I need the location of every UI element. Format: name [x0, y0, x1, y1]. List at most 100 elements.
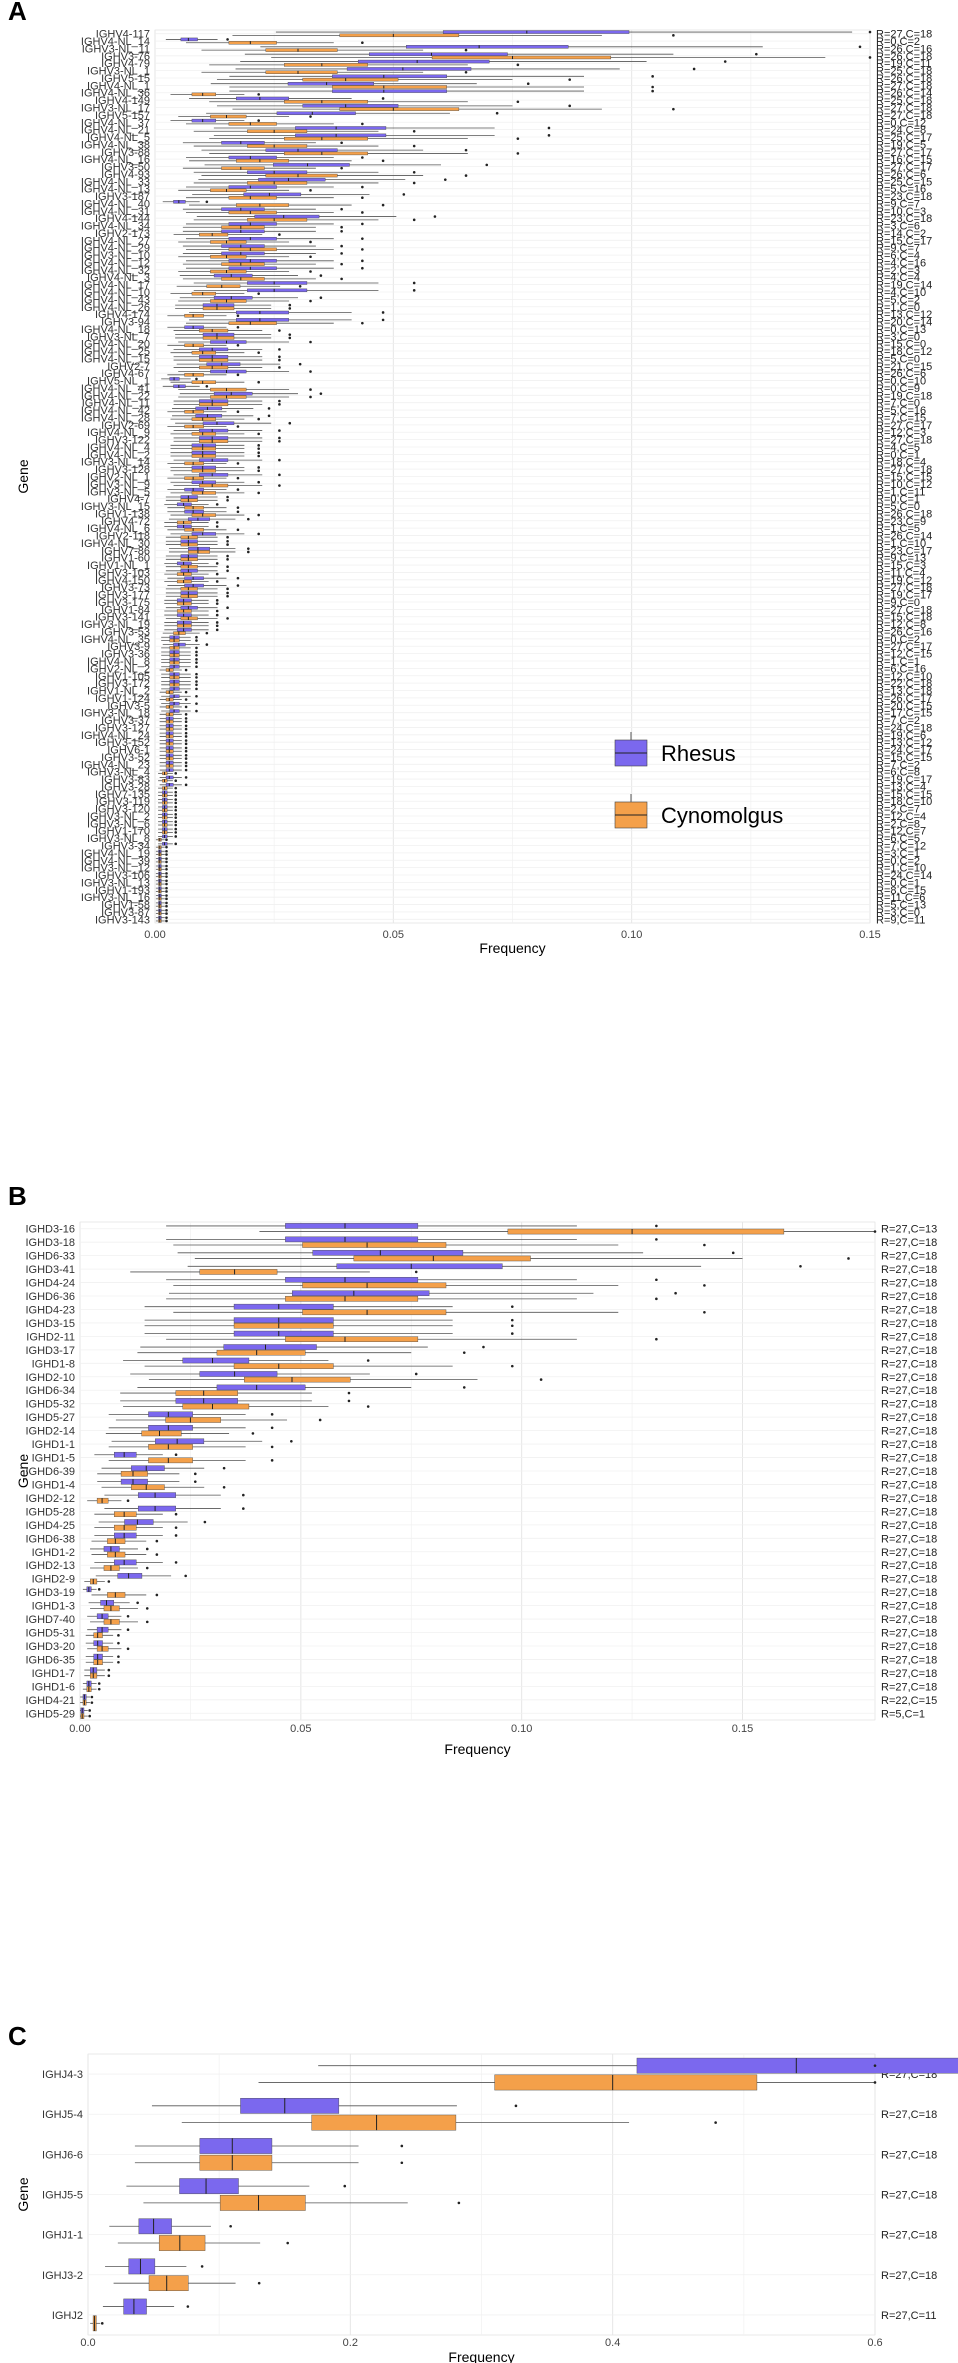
gene-row: IGHD5-28 R=27,C=18: [25, 1505, 937, 1518]
rhesus-outlier: [257, 444, 260, 447]
gene-row: IGHV7-135 R=15,C=15: [95, 789, 932, 801]
cyno-outlier: [247, 550, 250, 554]
cyno-box: [199, 358, 229, 362]
cyno-outlier: [412, 129, 416, 133]
gene-row: IGHD7-40 R=27,C=18: [25, 1613, 937, 1626]
sample-count: R=19,C=12: [876, 575, 932, 587]
sample-count: R=3,C=0: [876, 331, 920, 343]
gene-row: IGHV1-84 R=27,C=18: [101, 604, 932, 616]
cyno-outlier: [464, 174, 468, 177]
sample-count: R=26,C=16: [876, 43, 932, 55]
cyno-outlier: [145, 1607, 149, 1610]
gene-label: IGHD3-18: [25, 1237, 75, 1249]
cyno-box: [247, 129, 308, 133]
cyno-outlier: [184, 720, 188, 723]
cyno-box: [228, 247, 277, 252]
gene-label: IGHD6-38: [25, 1533, 75, 1545]
rhesus-box: [195, 414, 223, 418]
cyno-outlier: [88, 1714, 91, 1718]
cyno-box: [114, 1511, 137, 1517]
gene-label: IGHV4-NL_24: [81, 730, 150, 742]
gene-row: IGHD3-41 R=27,C=18: [25, 1263, 937, 1276]
sample-count: R=25,C=17: [876, 132, 932, 144]
gene-label: IGHV3-9: [107, 641, 150, 653]
sample-count: R=19,C=17: [876, 774, 932, 786]
rhesus-outlier: [215, 562, 219, 565]
cyno-box: [191, 380, 216, 384]
gene-row: IGHD3-19 R=27,C=18: [25, 1586, 937, 1599]
rhesus-box: [155, 1438, 205, 1445]
rhesus-outlier: [174, 805, 178, 809]
rhesus-outlier: [381, 97, 385, 100]
rhesus-box: [180, 539, 198, 543]
gene-label: IGHV4-NL_39: [81, 855, 150, 867]
sample-count: R=26,C=18: [876, 508, 932, 520]
cyno-box: [180, 535, 198, 539]
sample-count: R=27,C=18: [876, 110, 932, 122]
cyno-outlier: [714, 2121, 717, 2124]
cyno-box: [191, 446, 216, 451]
rhesus-outlier: [343, 2184, 347, 2188]
rhesus-box: [357, 59, 490, 64]
cyno-box: [199, 328, 229, 333]
rhesus-outlier: [433, 215, 437, 218]
rhesus-box: [138, 2218, 172, 2235]
gene-label: IGHV3-122: [95, 435, 150, 447]
cyno-box: [180, 542, 198, 547]
cyno-outlier: [703, 1243, 706, 1247]
cyno-outlier: [205, 631, 209, 635]
rhesus-box: [131, 1465, 165, 1471]
cyno-box: [284, 136, 368, 141]
gene-label: IGHV7-86: [101, 545, 150, 557]
rhesus-outlier: [165, 879, 168, 883]
rhesus-box: [184, 510, 204, 514]
sample-count: R=27,C=18: [881, 1412, 937, 1424]
cyno-outlier: [257, 417, 260, 421]
rhesus-outlier: [236, 510, 240, 514]
cyno-box: [228, 41, 277, 45]
rhesus-outlier: [340, 230, 343, 233]
rhesus-outlier: [195, 687, 198, 691]
gene-row: IGHV2-69 R=27,C=17: [101, 420, 932, 432]
rhesus-box: [258, 177, 326, 182]
rhesus-outlier: [412, 281, 416, 285]
rhesus-box: [148, 1411, 193, 1418]
cyno-box: [173, 631, 186, 635]
gene-label: IGHV3-175: [95, 597, 150, 609]
cyno-outlier: [90, 1701, 94, 1704]
sample-count: R=0,C=2: [876, 634, 920, 646]
gene-label: IGHV4-NL_40: [81, 198, 150, 210]
gene-label: IGHD2-10: [25, 1372, 75, 1384]
gene-label: IGHV4-NL_9: [87, 427, 150, 439]
sample-count: R=27,C=18: [881, 2109, 937, 2121]
gene-label: IGHV1-NL_1: [87, 560, 150, 572]
cyno-box: [176, 624, 192, 628]
cyno-outlier: [226, 543, 229, 546]
gene-label: IGHV3-NL_11: [82, 43, 150, 55]
gene-label: IGHV3-143: [95, 914, 150, 926]
sample-count: R=26,C=18: [876, 51, 932, 63]
cyno-box: [176, 520, 192, 525]
sample-count: R=12,C=15: [876, 649, 932, 661]
gene-row: IGHV3-175 R=9,C=0: [95, 597, 920, 609]
gene-row: IGHV4-NL_28 R=7,C=15: [81, 412, 926, 424]
cyno-box: [96, 1497, 109, 1504]
cyno-outlier: [651, 85, 654, 89]
x-tick-label: 0.4: [605, 2337, 620, 2349]
cyno-box: [353, 1255, 531, 1262]
gene-row: IGHD3-18 R=27,C=18: [25, 1236, 937, 1249]
gene-label: IGHV5-157: [95, 110, 150, 122]
rhesus-outlier: [184, 753, 188, 757]
cyno-box: [332, 85, 447, 89]
y-axis-title: Gene: [15, 459, 31, 493]
gene-row: IGHV3-120 R=2,C=7: [95, 804, 920, 816]
cyno-box: [265, 70, 338, 74]
cyno-outlier: [100, 2322, 104, 2325]
gene-label: IGHV3-NL_6: [87, 818, 150, 830]
gene-label: IGHV3-128: [95, 464, 150, 476]
rhesus-box: [173, 200, 186, 204]
rhesus-outlier: [236, 576, 240, 580]
sample-count: R=27,C=18: [881, 1358, 937, 1370]
rhesus-outlier: [165, 872, 168, 875]
